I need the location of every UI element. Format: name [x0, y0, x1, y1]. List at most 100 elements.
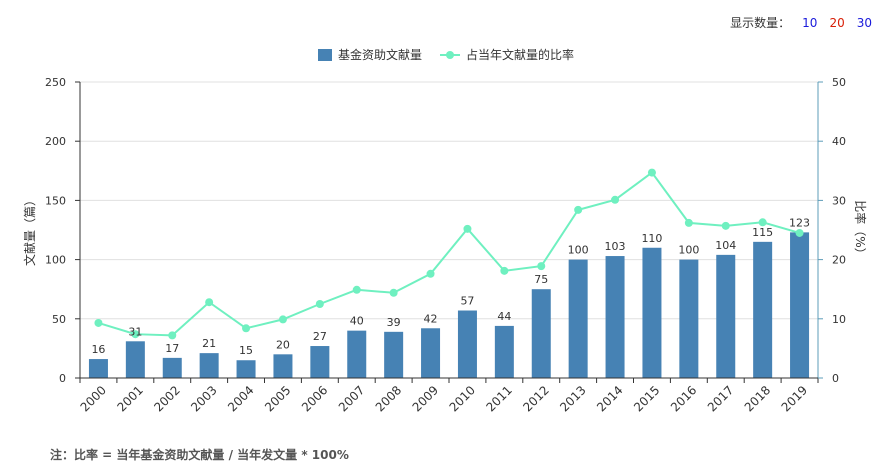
bar — [605, 256, 625, 378]
bar-value-label: 123 — [789, 216, 810, 229]
bar-value-label: 103 — [605, 240, 626, 253]
ratio-point — [426, 269, 435, 278]
bar — [273, 354, 293, 378]
ratio-point — [205, 298, 214, 307]
bar — [347, 330, 367, 378]
legend-label-line: 占当年文献量的比率 — [466, 47, 574, 62]
bar — [199, 353, 219, 378]
bar — [531, 289, 551, 378]
y-tick-label: 0 — [59, 372, 66, 385]
ratio-point — [168, 331, 177, 340]
bar — [568, 259, 588, 378]
x-tick-label: 2010 — [447, 383, 478, 414]
legend-item-line: 占当年文献量的比率 — [440, 47, 574, 62]
bar-value-label: 104 — [715, 239, 736, 252]
bar-value-label: 100 — [678, 244, 699, 257]
bar — [716, 254, 736, 378]
bar-value-label: 100 — [568, 244, 589, 257]
x-tick-label: 2001 — [114, 383, 145, 414]
ratio-point — [721, 221, 730, 230]
y2-tick-label: 50 — [832, 76, 846, 89]
x-tick-label: 2000 — [78, 383, 109, 414]
bar — [494, 325, 514, 378]
bar — [790, 232, 810, 378]
ratio-point — [278, 315, 287, 324]
bar-value-label: 42 — [424, 312, 438, 325]
x-tick-label: 2012 — [520, 383, 551, 414]
display-count-label: 显示数量： — [730, 16, 791, 30]
bar-value-label: 39 — [387, 316, 401, 329]
bar — [457, 310, 477, 378]
bar — [642, 247, 662, 378]
y2-tick-label: 10 — [832, 313, 846, 326]
bar — [162, 357, 182, 378]
grid-lines — [80, 81, 818, 379]
x-tick-label: 2007 — [336, 383, 367, 414]
bar-value-label: 27 — [313, 330, 327, 343]
ratio-point — [131, 330, 140, 339]
ratio-line — [98, 171, 800, 337]
bar-value-label: 20 — [276, 338, 290, 351]
ratio-point — [463, 224, 472, 233]
ratio-point — [352, 285, 361, 294]
ratio-point — [574, 205, 583, 214]
y2-axis-title: 比率（%） — [853, 200, 868, 259]
ratio-point — [94, 318, 103, 327]
x-tick-label: 2003 — [188, 383, 219, 414]
bar-value-label: 57 — [460, 295, 474, 308]
bar-value-label: 31 — [128, 325, 142, 338]
bar — [310, 346, 330, 378]
y2-tick-label: 20 — [832, 254, 846, 267]
display-count-selector: 显示数量： 10 20 30 — [730, 14, 872, 31]
bar — [125, 341, 145, 378]
x-tick-label: 2015 — [631, 383, 662, 414]
bar — [236, 360, 256, 378]
bar-value-label: 17 — [165, 342, 179, 355]
x-tick-label: 2016 — [668, 383, 699, 414]
y-tick-label: 250 — [45, 76, 66, 89]
y2-tick-label: 0 — [832, 372, 839, 385]
legend-item-bar: 基金资助文献量 — [318, 47, 422, 62]
ratio-point — [684, 218, 693, 227]
bar-value-label: 21 — [202, 337, 216, 350]
y-axis-title: 文献量（篇） — [22, 194, 37, 266]
ratio-point — [242, 324, 251, 333]
line-series — [94, 168, 804, 340]
bar — [679, 259, 699, 378]
bar-value-label: 15 — [239, 344, 253, 357]
bar-series — [88, 232, 810, 378]
ratio-point — [611, 195, 620, 204]
y-tick-label: 100 — [45, 254, 66, 267]
ratio-point — [537, 262, 546, 271]
x-tick-label: 2004 — [225, 383, 256, 414]
y2-tick-label: 30 — [832, 194, 846, 207]
legend-swatch-bar — [318, 49, 332, 61]
display-count-option-30[interactable]: 30 — [856, 16, 872, 30]
bar-value-label: 40 — [350, 315, 364, 328]
legend-swatch-point — [446, 51, 454, 59]
x-tick-label: 2018 — [742, 383, 773, 414]
x-tick-label: 2019 — [779, 383, 810, 414]
bar — [88, 359, 108, 378]
ratio-point — [647, 168, 656, 177]
ratio-point — [315, 300, 324, 308]
bar — [421, 328, 441, 378]
legend[interactable]: 基金资助文献量 占当年文献量的比率 — [318, 47, 574, 62]
ratio-point — [795, 228, 804, 237]
ratio-note: 注：比率 = 当年基金资助文献量 / 当年发文量 * 100% — [50, 448, 349, 462]
display-count-option-10[interactable]: 10 — [802, 16, 818, 30]
ratio-point — [758, 218, 767, 227]
bar-value-label: 16 — [91, 343, 105, 356]
y-tick-label: 200 — [45, 135, 66, 148]
x-tick-label: 2017 — [705, 383, 736, 414]
x-tick-label: 2006 — [299, 383, 330, 414]
bar-value-label: 110 — [641, 232, 662, 245]
y2-tick-label: 40 — [832, 135, 846, 148]
bar-value-label: 44 — [497, 310, 511, 323]
x-tick-label: 2014 — [594, 383, 625, 414]
ratio-point — [389, 288, 398, 297]
x-tick-label: 2005 — [262, 383, 293, 414]
display-count-option-20[interactable]: 20 — [829, 16, 845, 30]
bar — [384, 331, 404, 378]
